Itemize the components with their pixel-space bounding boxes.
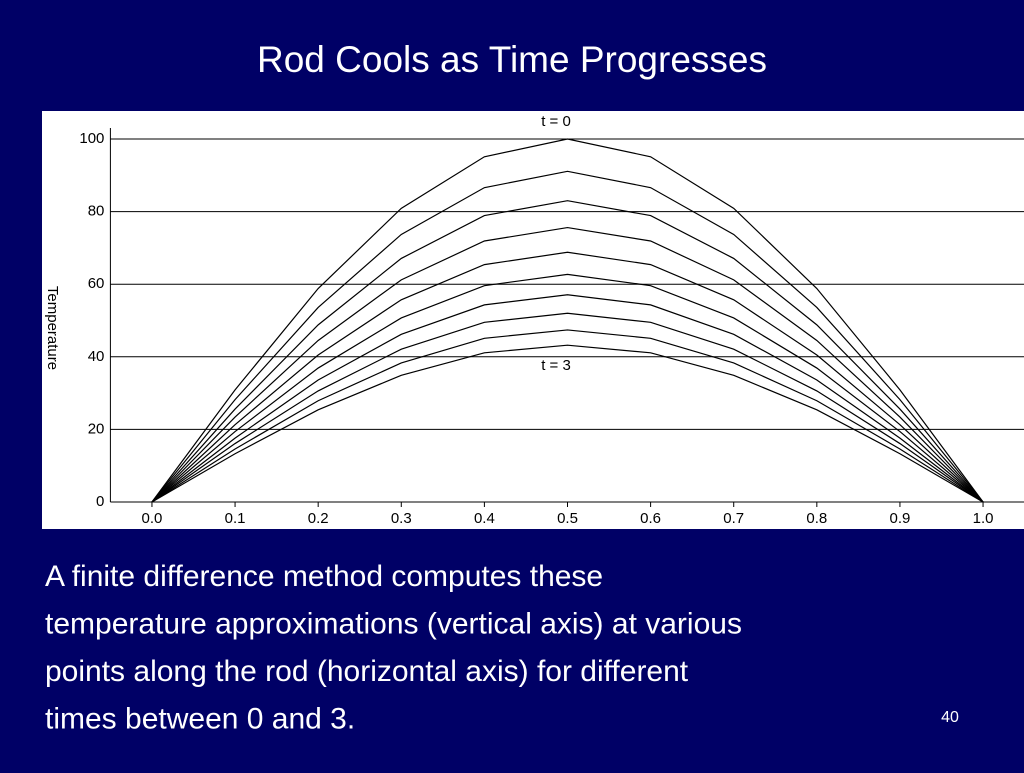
series-line: [151, 329, 984, 503]
x-tick-label: 0.4: [474, 510, 495, 527]
series-line: [151, 226, 984, 503]
x-tick-label: 0.0: [142, 510, 163, 527]
x-tick-label: 0.6: [640, 510, 661, 527]
y-tick-label: 0: [96, 493, 104, 510]
series-line: [151, 170, 984, 503]
series-line: [151, 251, 984, 503]
series-line: [151, 200, 984, 503]
y-axis-label: Temperature: [44, 286, 61, 370]
y-tick-label: 60: [88, 275, 105, 292]
x-tick-label: 0.8: [806, 510, 827, 527]
annotation: t = 0: [541, 113, 571, 130]
series-line: [151, 138, 984, 503]
body-line: temperature approximations (vertical axi…: [45, 607, 742, 640]
x-tick-label: 0.2: [308, 510, 329, 527]
x-tick-label: 0.7: [723, 510, 744, 527]
x-tick-label: 0.1: [225, 510, 246, 527]
series-line: [151, 294, 984, 503]
y-tick-label: 40: [88, 348, 105, 365]
chart-panel: [42, 111, 1024, 529]
series-line: [151, 273, 984, 503]
annotation: t = 3: [541, 357, 571, 374]
page-number: 40: [941, 709, 959, 726]
y-tick-label: 100: [79, 130, 104, 147]
body-line: times between 0 and 3.: [45, 702, 355, 735]
x-tick-label: 0.9: [890, 510, 911, 527]
x-tick-label: 1.0: [973, 510, 994, 527]
series-line: [151, 344, 984, 503]
slide-title: Rod Cools as Time Progresses: [257, 39, 767, 80]
body-line: A finite difference method computes thes…: [45, 560, 603, 593]
body-text: A finite difference method computes thes…: [45, 560, 742, 736]
body-line: points along the rod (horizontal axis) f…: [45, 655, 689, 688]
series-line: [151, 312, 984, 503]
x-tick-label: 0.3: [391, 510, 412, 527]
y-tick-label: 20: [88, 420, 105, 437]
y-tick-label: 80: [88, 203, 105, 220]
x-tick-label: 0.5: [557, 510, 578, 527]
